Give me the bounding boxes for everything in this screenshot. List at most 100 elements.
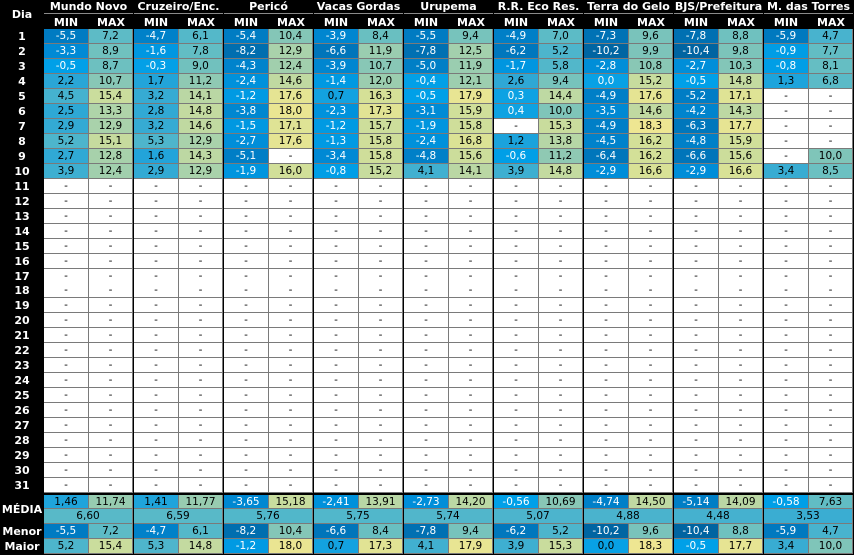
day-label: 1	[18, 30, 26, 43]
cell-max: -	[539, 418, 583, 433]
station-name: R.R. Eco Res.	[494, 0, 583, 14]
menor-max: 9,6	[629, 524, 673, 539]
cell-min: -1,2	[314, 119, 359, 134]
cell-max: 15,9	[719, 134, 763, 149]
cell-min: -6,4	[584, 149, 629, 164]
cell-min: 2,2	[44, 74, 89, 89]
menor-min: -5,9	[764, 524, 809, 539]
cell-max: -	[269, 478, 313, 493]
cell-max: 13,8	[539, 134, 583, 149]
cell-max: 6,1	[179, 29, 223, 44]
cell-max: -	[629, 283, 673, 298]
cell-max: -	[809, 283, 853, 298]
cell-min: -	[764, 463, 809, 478]
cell-min: -	[404, 403, 449, 418]
cell-min: 2,5	[44, 104, 89, 119]
maior-min: 3,9	[494, 539, 539, 554]
media-overall: 5,07	[494, 509, 583, 524]
cell-max: -	[179, 254, 223, 269]
cell-min: -	[44, 283, 89, 298]
cell-max: -	[269, 328, 313, 343]
cell-max: 15,6	[449, 149, 493, 164]
cell-min: 4,1	[404, 164, 449, 179]
cell-min: -	[404, 478, 449, 493]
maior-max: 18,0	[269, 539, 313, 554]
cell-min: 1,6	[134, 149, 179, 164]
cell-min: -	[314, 478, 359, 493]
cell-min: -	[134, 209, 179, 224]
cell-min: -	[404, 448, 449, 463]
cell-min: -6,2	[494, 44, 539, 59]
cell-max: -	[449, 433, 493, 448]
cell-max: -	[89, 478, 133, 493]
cell-max: 12,1	[449, 74, 493, 89]
cell-max: -	[89, 418, 133, 433]
cell-min: -	[134, 463, 179, 478]
cell-max: 8,9	[89, 44, 133, 59]
cell-max: -	[629, 254, 673, 269]
cell-min: -	[674, 448, 719, 463]
cell-min: -	[314, 194, 359, 209]
cell-min: -	[44, 328, 89, 343]
cell-min: -	[44, 448, 89, 463]
cell-min: -0,4	[404, 74, 449, 89]
cell-max: -	[539, 313, 583, 328]
cell-min: -	[314, 388, 359, 403]
cell-max: 17,1	[269, 119, 313, 134]
cell-max: -	[359, 328, 403, 343]
day-label: 9	[18, 150, 26, 163]
cell-max: -	[629, 388, 673, 403]
cell-min: -1,7	[494, 59, 539, 74]
cell-min: -	[584, 343, 629, 358]
cell-max: -	[539, 254, 583, 269]
cell-min: 4,5	[44, 89, 89, 104]
menor-min: -4,7	[134, 524, 179, 539]
cell-max: -	[719, 388, 763, 403]
cell-max: 17,6	[269, 134, 313, 149]
menor-max: 8,4	[359, 524, 403, 539]
cell-max: -	[539, 283, 583, 298]
cell-min: -	[494, 269, 539, 284]
cell-max: 17,7	[719, 119, 763, 134]
cell-max: -	[539, 478, 583, 493]
cell-min: -	[44, 433, 89, 448]
cell-min: -1,6	[134, 44, 179, 59]
cell-max: -	[269, 418, 313, 433]
maior-min: -0,5	[674, 539, 719, 554]
cell-max: 16,0	[269, 164, 313, 179]
max-header: MAX	[97, 15, 125, 29]
cell-max: -	[179, 239, 223, 254]
cell-max: -	[89, 433, 133, 448]
max-header: MAX	[367, 15, 395, 29]
cell-max: 15,2	[629, 74, 673, 89]
cell-max: -	[359, 298, 403, 313]
cell-min: -4,8	[404, 149, 449, 164]
cell-min: 3,2	[134, 89, 179, 104]
cell-max: 14,6	[269, 74, 313, 89]
max-header: MAX	[277, 15, 305, 29]
cell-min: -	[764, 328, 809, 343]
cell-max: -	[719, 433, 763, 448]
cell-min: -10,2	[584, 44, 629, 59]
menor-max: 7,2	[89, 524, 133, 539]
maior-max: 15,3	[539, 539, 583, 554]
day-label: 15	[14, 240, 30, 253]
cell-min: -	[44, 403, 89, 418]
cell-max: 11,2	[539, 149, 583, 164]
cell-max: -	[719, 239, 763, 254]
cell-max: -	[89, 313, 133, 328]
cell-min: -	[494, 373, 539, 388]
cell-min: -	[764, 373, 809, 388]
cell-max: 15,7	[359, 119, 403, 134]
cell-min: -	[314, 179, 359, 194]
cell-max: -	[719, 328, 763, 343]
cell-min: -3,4	[314, 149, 359, 164]
cell-min: -0,9	[764, 44, 809, 59]
cell-max: -	[179, 433, 223, 448]
cell-max: -	[719, 224, 763, 239]
cell-max: 15,6	[719, 149, 763, 164]
max-header: MAX	[727, 15, 755, 29]
cell-max: -	[269, 224, 313, 239]
cell-max: 15,3	[539, 119, 583, 134]
cell-min: -6,3	[674, 119, 719, 134]
